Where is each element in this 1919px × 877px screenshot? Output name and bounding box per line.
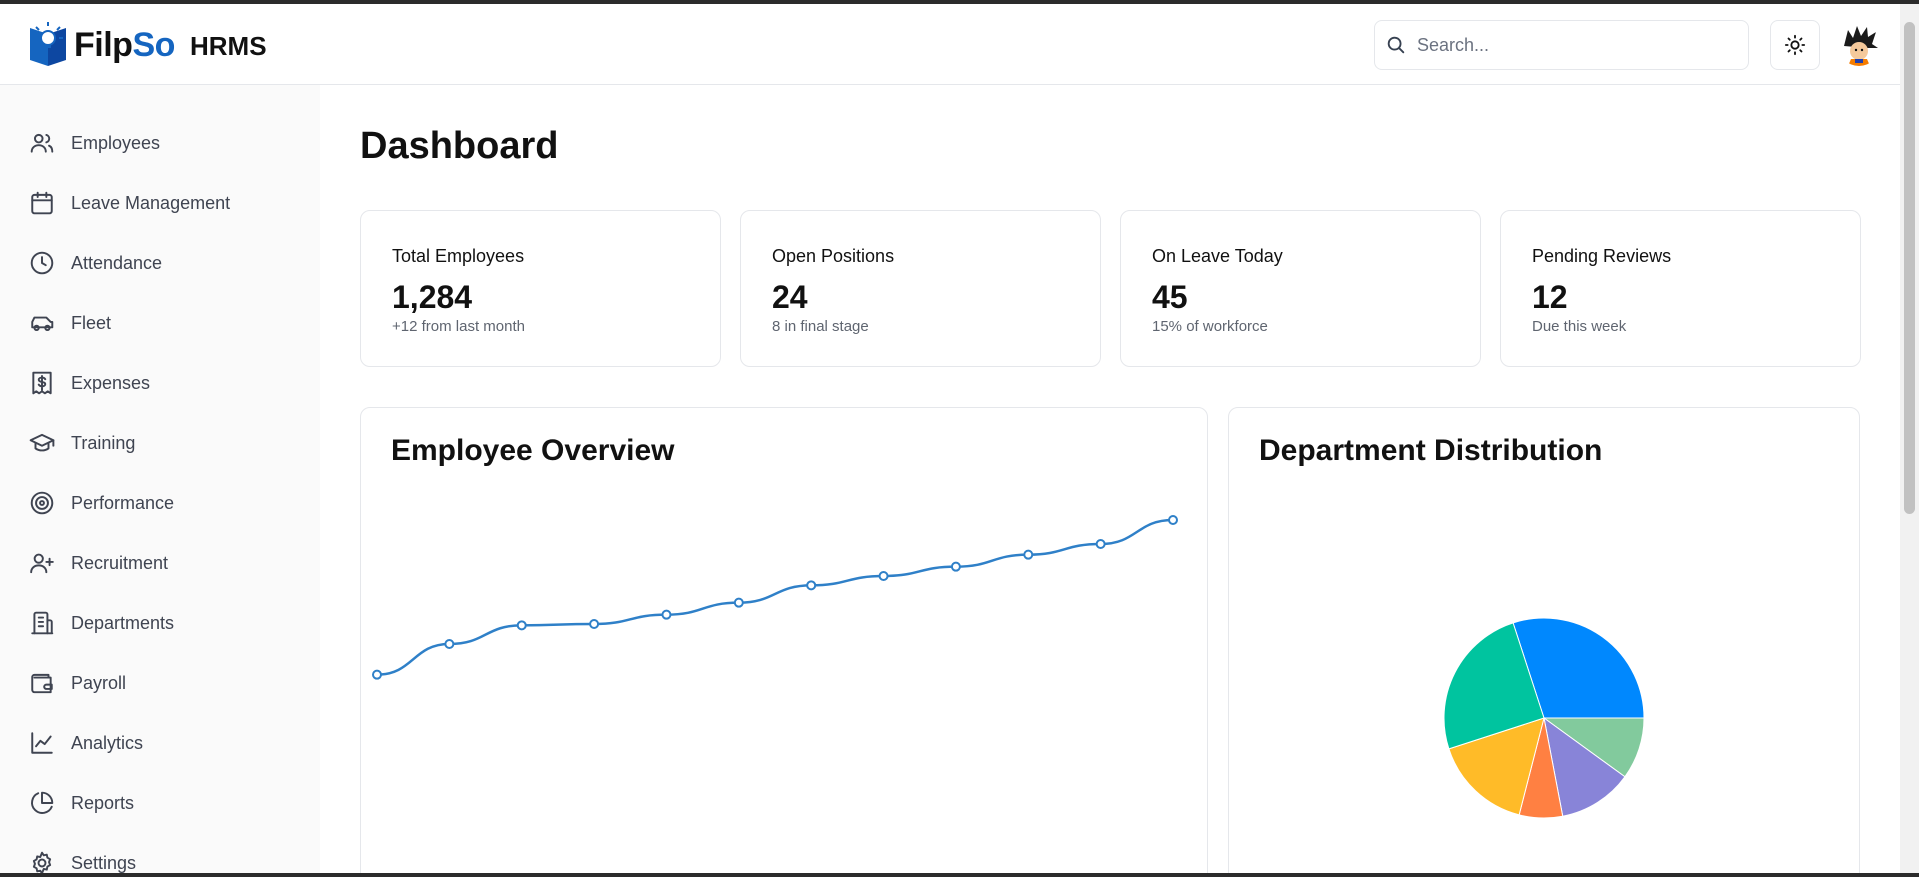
car-icon — [31, 316, 54, 332]
sidebar-item-label: Payroll — [71, 672, 127, 693]
sidebar-item-label: Fleet — [71, 312, 112, 333]
stat-card-open-positions: Open Positions 24 8 in final stage — [740, 210, 1101, 367]
sidebar-item-reports[interactable]: Reports — [0, 773, 320, 833]
page-title: Dashboard — [360, 125, 559, 167]
pie-chart-icon — [31, 791, 54, 814]
stat-label: Open Positions — [772, 246, 895, 266]
avatar-image — [1838, 24, 1880, 66]
stat-card-on-leave-today: On Leave Today 45 15% of workforce — [1120, 210, 1481, 367]
stat-label: Total Employees — [392, 246, 525, 266]
window-bottom-border — [0, 873, 1919, 877]
department-distribution-pie-chart — [1443, 617, 1645, 819]
series-line — [376, 518, 1174, 676]
data-point[interactable] — [661, 609, 672, 620]
users-icon — [30, 133, 54, 153]
search-box[interactable] — [1374, 20, 1749, 70]
sidebar-item-employees[interactable]: Employees — [0, 113, 320, 173]
data-point[interactable] — [372, 669, 382, 680]
sidebar-item-label: Settings — [71, 852, 137, 873]
stat-value: 1,284 — [392, 279, 473, 315]
sidebar-item-settings[interactable]: Settings — [0, 833, 320, 873]
data-point[interactable] — [516, 620, 527, 631]
sidebar-item-recruitment[interactable]: Recruitment — [0, 533, 320, 593]
user-avatar[interactable] — [1838, 24, 1880, 66]
department-distribution-panel: Department Distribution — [1228, 407, 1860, 877]
pie-slice[interactable] — [1443, 622, 1545, 750]
sidebar-item-performance[interactable]: Performance — [0, 473, 320, 533]
sidebar-item-label: Reports — [71, 792, 135, 813]
stat-subtext: +12 from last month — [392, 318, 525, 335]
clock-icon — [30, 251, 54, 275]
top-header: FilpSo HRMS — [0, 4, 1900, 85]
stat-value: 45 — [1152, 279, 1188, 315]
sidebar-item-payroll[interactable]: Payroll — [0, 653, 320, 713]
sidebar-item-label: Attendance — [71, 252, 163, 273]
sidebar-item-analytics[interactable]: Analytics — [0, 713, 320, 773]
stat-subtext: 8 in final stage — [772, 318, 869, 335]
data-point[interactable] — [1095, 539, 1106, 549]
sidebar-item-label: Expenses — [71, 372, 151, 393]
search-input[interactable] — [1417, 34, 1737, 56]
page-scrollbar[interactable] — [1900, 4, 1919, 873]
sidebar-item-attendance[interactable]: Attendance — [0, 233, 320, 293]
employee-overview-line-chart — [372, 515, 1178, 680]
stat-value: 12 — [1532, 279, 1568, 315]
pie-slice[interactable] — [1448, 717, 1545, 816]
sidebar: Employees Leave Management Attendance Fl… — [0, 85, 320, 873]
sidebar-item-leave-management[interactable]: Leave Management — [0, 173, 320, 233]
stat-value: 24 — [772, 279, 808, 315]
scrollbar-thumb[interactable] — [1904, 22, 1915, 514]
sun-icon — [1784, 34, 1806, 56]
employee-overview-title: Employee Overview — [391, 434, 675, 467]
data-point[interactable] — [589, 619, 600, 629]
data-point[interactable] — [806, 580, 817, 591]
stat-card-total-employees: Total Employees 1,284 +12 from last mont… — [360, 210, 721, 367]
sidebar-item-label: Recruitment — [71, 552, 169, 573]
wallet-icon — [31, 673, 53, 694]
theme-toggle-button[interactable] — [1770, 20, 1820, 70]
stat-subtext: Due this week — [1532, 318, 1627, 335]
sidebar-item-training[interactable]: Training — [0, 413, 320, 473]
building-icon — [31, 611, 54, 635]
receipt-dollar-icon — [32, 371, 52, 395]
sidebar-item-label: Employees — [71, 132, 161, 153]
sidebar-item-label: Analytics — [71, 732, 144, 753]
brand-name-suffix: So — [132, 25, 175, 64]
gear-icon — [32, 851, 52, 873]
sidebar-item-expenses[interactable]: Expenses — [0, 353, 320, 413]
data-point[interactable] — [950, 561, 961, 572]
department-distribution-title: Department Distribution — [1259, 434, 1603, 467]
data-point[interactable] — [1168, 515, 1178, 525]
data-point[interactable] — [878, 571, 889, 581]
calendar-icon — [31, 191, 53, 215]
user-plus-icon — [30, 553, 54, 574]
stat-label: On Leave Today — [1152, 246, 1283, 266]
sidebar-item-label: Leave Management — [71, 192, 231, 213]
employee-overview-panel: Employee Overview — [360, 407, 1208, 877]
app-name: HRMS — [190, 31, 267, 61]
sidebar-item-label: Training — [71, 432, 136, 453]
sidebar-item-fleet[interactable]: Fleet — [0, 293, 320, 353]
logo-book-bulb-icon — [30, 22, 66, 66]
target-icon — [30, 491, 54, 515]
window-top-border — [0, 0, 1919, 4]
data-point[interactable] — [1023, 549, 1034, 560]
line-chart-icon — [31, 732, 53, 754]
data-point[interactable] — [733, 597, 744, 608]
pie-slice[interactable] — [1512, 617, 1645, 719]
search-icon — [1387, 36, 1405, 54]
data-point[interactable] — [444, 639, 455, 649]
brand-logo[interactable]: FilpSo — [26, 22, 175, 68]
sidebar-item-label: Departments — [71, 612, 175, 633]
brand-name-prefix: Filp — [74, 25, 133, 64]
stat-subtext: 15% of workforce — [1152, 318, 1268, 335]
sidebar-item-label: Performance — [71, 492, 175, 513]
graduation-cap-icon — [29, 433, 55, 452]
stat-card-pending-reviews: Pending Reviews 12 Due this week — [1500, 210, 1861, 367]
pie-slice[interactable] — [1543, 716, 1626, 817]
sidebar-item-departments[interactable]: Departments — [0, 593, 320, 653]
stat-label: Pending Reviews — [1532, 246, 1672, 266]
